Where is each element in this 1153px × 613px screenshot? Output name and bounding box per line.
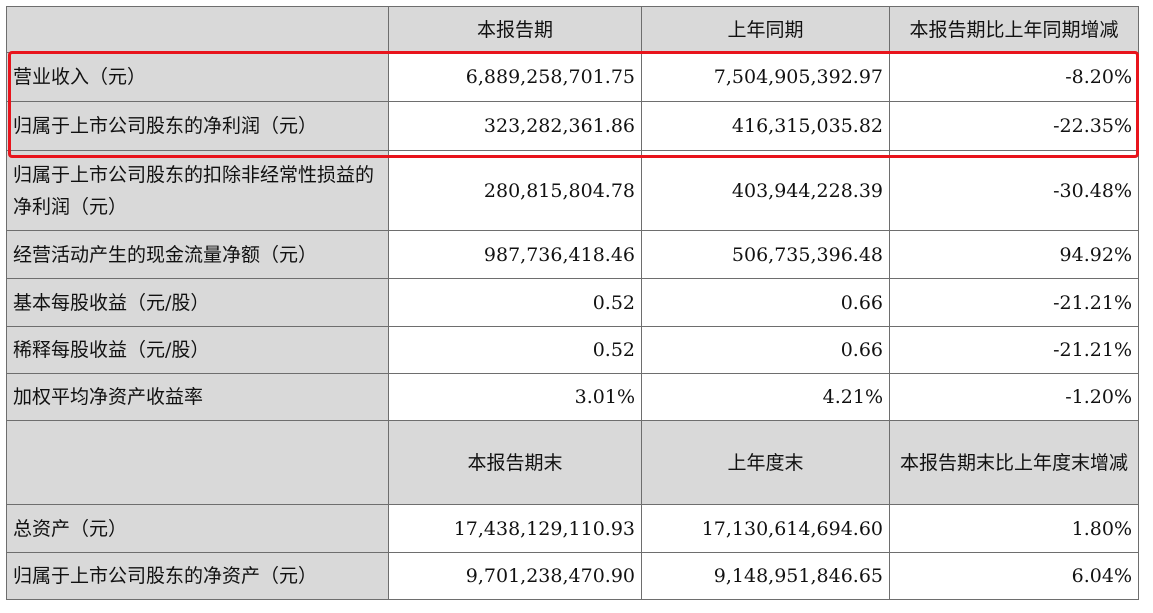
change-value: 1.80% bbox=[889, 504, 1139, 553]
current-value: 987,736,418.46 bbox=[388, 230, 642, 279]
row-label: 稀释每股收益（元/股） bbox=[6, 326, 389, 374]
change-value: -22.35% bbox=[889, 101, 1139, 151]
change-value: 6.04% bbox=[889, 552, 1139, 600]
table-row: 营业收入（元） 6,889,258,701.75 7,504,905,392.9… bbox=[6, 52, 1139, 102]
current-value: 280,815,804.78 bbox=[388, 150, 642, 231]
header-current-period-end: 本报告期末 bbox=[388, 420, 642, 505]
change-value: 94.92% bbox=[889, 230, 1139, 279]
table-row: 归属于上市公司股东的净利润（元） 323,282,361.86 416,315,… bbox=[6, 101, 1139, 151]
table-row: 归属于上市公司股东的扣除非经常性损益的净利润（元） 280,815,804.78… bbox=[6, 150, 1139, 231]
change-value: -21.21% bbox=[889, 278, 1139, 327]
row-label: 营业收入（元） bbox=[6, 52, 389, 102]
current-value: 9,701,238,470.90 bbox=[388, 552, 642, 600]
prior-value: 7,504,905,392.97 bbox=[641, 52, 890, 102]
period-end-header-row: 本报告期末 上年度末 本报告期末比上年度末增减 bbox=[6, 420, 1139, 505]
row-label: 基本每股收益（元/股） bbox=[6, 278, 389, 327]
header-corner-cell bbox=[6, 6, 389, 53]
prior-value: 0.66 bbox=[641, 278, 890, 327]
current-value: 0.52 bbox=[388, 326, 642, 374]
current-value: 6,889,258,701.75 bbox=[388, 52, 642, 102]
row-label: 归属于上市公司股东的扣除非经常性损益的净利润（元） bbox=[6, 150, 389, 231]
header-period-end-change: 本报告期末比上年度末增减 bbox=[889, 420, 1139, 505]
current-value: 3.01% bbox=[388, 373, 642, 421]
header-prior-period: 上年同期 bbox=[641, 6, 890, 53]
header-prior-year-end: 上年度末 bbox=[641, 420, 890, 505]
table-row: 总资产（元） 17,438,129,110.93 17,130,614,694.… bbox=[6, 504, 1139, 553]
table-row: 基本每股收益（元/股） 0.52 0.66 -21.21% bbox=[6, 278, 1139, 327]
table-row: 经营活动产生的现金流量净额（元） 987,736,418.46 506,735,… bbox=[6, 230, 1139, 279]
current-value: 17,438,129,110.93 bbox=[388, 504, 642, 553]
period-header-row: 本报告期 上年同期 本报告期比上年同期增减 bbox=[6, 6, 1139, 53]
row-label: 经营活动产生的现金流量净额（元） bbox=[6, 230, 389, 279]
current-value: 0.52 bbox=[388, 278, 642, 327]
table-row: 加权平均净资产收益率 3.01% 4.21% -1.20% bbox=[6, 373, 1139, 421]
change-value: -1.20% bbox=[889, 373, 1139, 421]
row-label: 归属于上市公司股东的净利润（元） bbox=[6, 101, 389, 151]
change-value: -30.48% bbox=[889, 150, 1139, 231]
change-value: -8.20% bbox=[889, 52, 1139, 102]
row-label: 加权平均净资产收益率 bbox=[6, 373, 389, 421]
prior-value: 403,944,228.39 bbox=[641, 150, 890, 231]
header-corner-cell bbox=[6, 420, 389, 505]
table-row: 归属于上市公司股东的净资产（元） 9,701,238,470.90 9,148,… bbox=[6, 552, 1139, 600]
table-row: 稀释每股收益（元/股） 0.52 0.66 -21.21% bbox=[6, 326, 1139, 374]
prior-value: 17,130,614,694.60 bbox=[641, 504, 890, 553]
prior-value: 0.66 bbox=[641, 326, 890, 374]
current-value: 323,282,361.86 bbox=[388, 101, 642, 151]
change-value: -21.21% bbox=[889, 326, 1139, 374]
prior-value: 4.21% bbox=[641, 373, 890, 421]
financial-summary-table: 本报告期 上年同期 本报告期比上年同期增减 营业收入（元） 6,889,258,… bbox=[6, 6, 1139, 600]
prior-value: 416,315,035.82 bbox=[641, 101, 890, 151]
header-period-change: 本报告期比上年同期增减 bbox=[889, 6, 1139, 53]
financial-table-container: 本报告期 上年同期 本报告期比上年同期增减 营业收入（元） 6,889,258,… bbox=[6, 6, 1139, 600]
row-label: 归属于上市公司股东的净资产（元） bbox=[6, 552, 389, 600]
row-label: 总资产（元） bbox=[6, 504, 389, 553]
prior-value: 9,148,951,846.65 bbox=[641, 552, 890, 600]
header-current-period: 本报告期 bbox=[388, 6, 642, 53]
prior-value: 506,735,396.48 bbox=[641, 230, 890, 279]
